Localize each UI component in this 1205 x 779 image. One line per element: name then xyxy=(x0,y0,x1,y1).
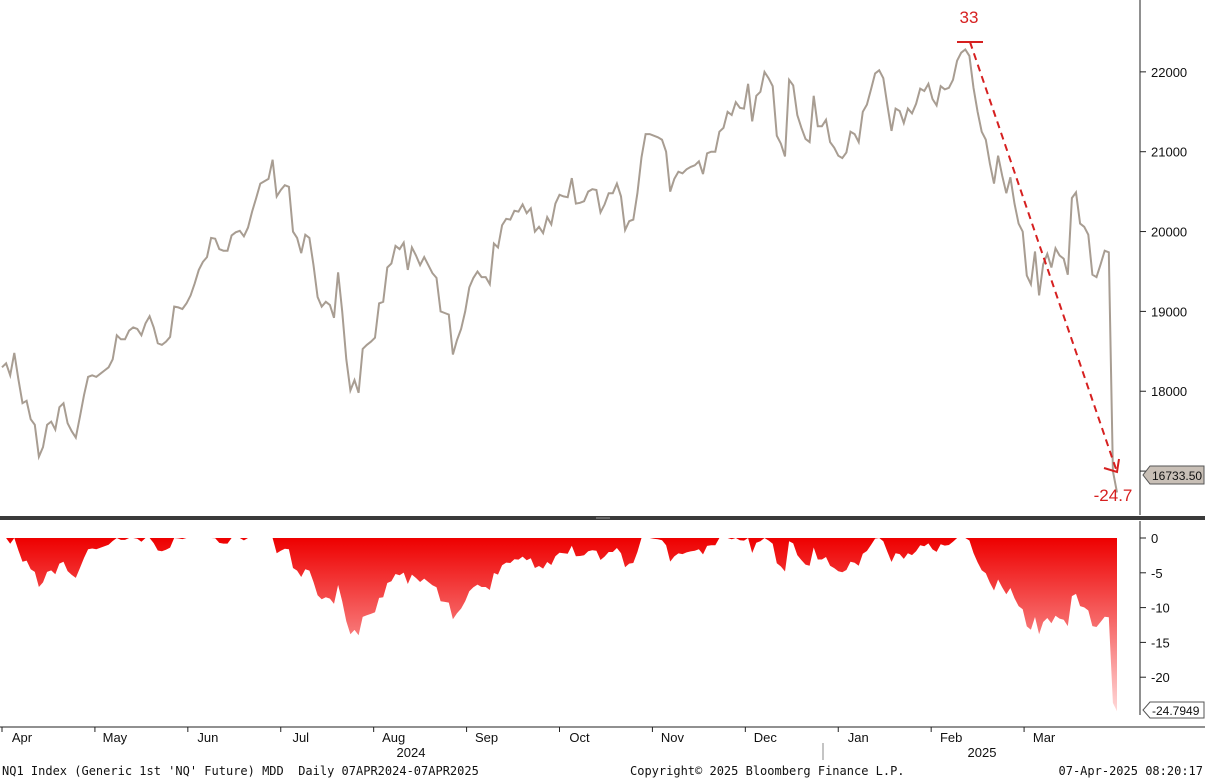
drawdown-y-tick-label: -15 xyxy=(1151,635,1170,650)
x-month-label: Jun xyxy=(197,730,218,745)
price-y-axis-ticks: 170001800019000200002100022000 xyxy=(1140,65,1187,479)
last-price-box: 16733.50 xyxy=(1142,465,1205,485)
x-axis: Apr May Jun Jul Aug Sep Oct Nov Dec Jan Feb Mar 2024… xyxy=(0,726,1205,760)
drawdown-arrow-line xyxy=(969,41,1118,473)
peak-label: 33 xyxy=(960,8,979,27)
x-month-label: Sep xyxy=(475,730,498,745)
price-y-tick-label: 19000 xyxy=(1151,304,1187,319)
drawdown-y-tick-label: -5 xyxy=(1151,566,1163,581)
x-month-label: Jan xyxy=(848,730,869,745)
price-y-tick-label: 18000 xyxy=(1151,384,1187,399)
price-y-tick-label: 20000 xyxy=(1151,225,1187,240)
x-month-label: Feb xyxy=(940,730,962,745)
price-y-tick-label: 21000 xyxy=(1151,145,1187,160)
drawdown-panel: 0 -5 -10 -15 -20 -24.7949 xyxy=(2,521,1205,719)
drawdown-y-tick-label: 0 xyxy=(1151,531,1158,546)
footer-description: NQ1 Index (Generic 1st 'NQ' Future) MDD … xyxy=(2,764,479,778)
price-y-tick-label: 22000 xyxy=(1151,65,1187,80)
x-axis-ticks: Apr May Jun Jul Aug Sep Oct Nov Dec Jan Feb Mar 2024… xyxy=(1,727,1056,760)
footer-bg xyxy=(0,760,1205,779)
footer-copyright: Copyright© 2025 Bloomberg Finance L.P. xyxy=(630,764,905,778)
x-month-label: Oct xyxy=(569,730,590,745)
last-price-badge xyxy=(1142,465,1205,485)
x-month-label: Aug xyxy=(382,730,405,745)
x-month-label: Mar xyxy=(1033,730,1056,745)
price-panel: 170001800019000200002100022000 xyxy=(1,0,1187,515)
drawdown-annotation: 33 -24.7 xyxy=(957,8,1132,505)
x-month-label: May xyxy=(103,730,128,745)
drawdown-last-label: -24.7949 xyxy=(1152,704,1200,718)
price-series-line xyxy=(1,48,1118,493)
drawdown-label: -24.7 xyxy=(1094,486,1133,505)
x-month-label: Jul xyxy=(292,730,309,745)
x-year-label: 2025 xyxy=(968,745,997,760)
x-month-label: Nov xyxy=(661,730,685,745)
x-year-label: 2024 xyxy=(397,745,426,760)
drawdown-arrow-head xyxy=(1103,458,1120,474)
last-price-label: 16733.50 xyxy=(1152,469,1202,483)
drawdown-area xyxy=(2,538,1117,712)
x-month-label: Apr xyxy=(12,730,33,745)
drawdown-last-badge xyxy=(1142,701,1205,719)
x-month-label: Dec xyxy=(754,730,778,745)
footer-timestamp: 07-Apr-2025 08:20:17 xyxy=(1059,764,1204,778)
drawdown-y-tick-label: -10 xyxy=(1151,601,1170,616)
drawdown-y-tick-label: -20 xyxy=(1151,670,1170,685)
drawdown-y-axis-ticks: 0 -5 -10 -15 -20 xyxy=(1140,531,1170,685)
